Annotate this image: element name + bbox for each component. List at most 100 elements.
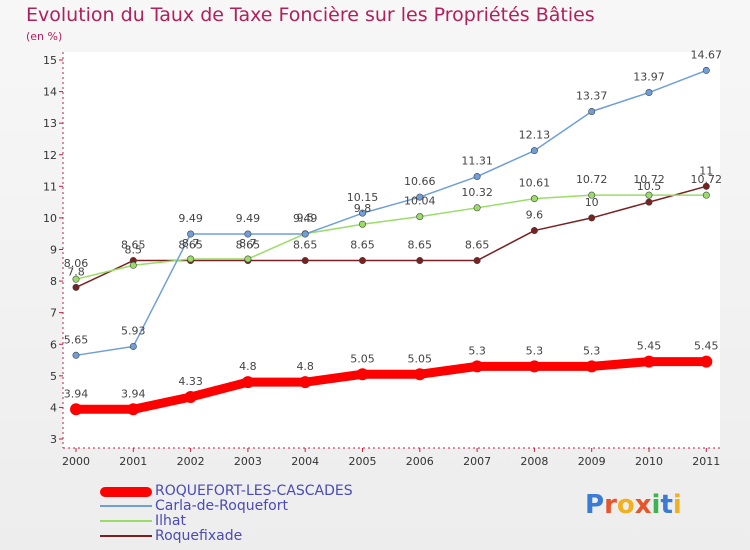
- legend-swatch: [100, 505, 152, 507]
- data-point: [588, 191, 596, 199]
- data-point: [358, 209, 366, 217]
- data-label: 8.65: [121, 239, 146, 252]
- data-label: 8.06: [64, 257, 89, 270]
- legend-label: Roquefixade: [155, 528, 243, 544]
- data-point: [184, 390, 197, 403]
- data-label: 8.65: [293, 239, 318, 252]
- data-label: 3.94: [64, 387, 89, 400]
- x-tick-label: 2002: [177, 455, 205, 468]
- data-label: 14.67: [691, 48, 723, 61]
- data-label: 7.8: [67, 265, 85, 278]
- data-point: [356, 368, 369, 381]
- data-label: 10.66: [404, 175, 436, 188]
- data-label: 13.97: [633, 71, 665, 84]
- data-point: [416, 193, 424, 201]
- x-tick-label: 2011: [692, 455, 720, 468]
- data-point: [413, 368, 426, 381]
- y-tick-label: 5: [50, 370, 57, 383]
- data-label: 8.5: [125, 243, 143, 256]
- data-label: 9.49: [236, 212, 261, 225]
- data-label: 8.7: [182, 237, 200, 250]
- y-tick-label: 13: [43, 117, 57, 130]
- data-label: 5.3: [583, 344, 601, 357]
- data-label: 10.61: [519, 177, 551, 190]
- data-point: [588, 214, 596, 222]
- data-point: [70, 403, 82, 416]
- data-label: 8.65: [465, 239, 490, 252]
- data-label: 10.72: [576, 173, 608, 186]
- data-point: [299, 376, 312, 389]
- data-point: [473, 204, 481, 212]
- legend-swatch: [100, 535, 152, 537]
- data-point: [645, 198, 653, 206]
- y-tick-label: 10: [43, 212, 57, 225]
- data-point: [645, 89, 653, 97]
- data-point: [585, 360, 598, 373]
- data-label: 5.05: [408, 352, 433, 365]
- data-point: [416, 257, 424, 265]
- data-label: 12.13: [519, 129, 551, 142]
- y-tick-label: 9: [50, 244, 57, 257]
- data-label: 5.3: [468, 344, 486, 357]
- series-line: [75, 69, 708, 357]
- data-label: 5.93: [121, 324, 146, 337]
- data-point: [358, 257, 366, 265]
- data-label: 8.7: [239, 237, 257, 250]
- data-point: [702, 191, 710, 199]
- data-label: 8.65: [350, 239, 375, 252]
- y-tick-label: 4: [50, 401, 57, 414]
- data-point: [702, 66, 710, 74]
- data-label: 11.31: [461, 155, 493, 168]
- data-point: [473, 173, 481, 181]
- data-label: 5.65: [64, 333, 89, 346]
- data-label: 8.65: [236, 239, 261, 252]
- data-point: [702, 182, 710, 190]
- data-point: [471, 360, 484, 373]
- x-tick-label: 2001: [119, 455, 147, 468]
- data-point: [358, 220, 366, 228]
- y-tick-label: 15: [43, 54, 57, 67]
- y-tick-label: 3: [50, 433, 57, 446]
- y-tick-label: 12: [43, 149, 57, 162]
- data-label: 8.65: [178, 239, 203, 252]
- data-label: 9.8: [354, 202, 372, 215]
- x-tick-label: 2010: [635, 455, 663, 468]
- legend-label: Ilhat: [155, 513, 186, 529]
- data-label: 10.72: [691, 173, 723, 186]
- data-point: [473, 257, 481, 265]
- data-label: 10.5: [637, 180, 662, 193]
- data-label: 10.72: [633, 173, 665, 186]
- data-point: [187, 255, 195, 263]
- data-point: [416, 213, 424, 221]
- data-point: [528, 360, 541, 373]
- legend-label: ROQUEFORT-LES-CASCADES: [155, 483, 353, 499]
- data-point: [72, 283, 80, 291]
- x-tick-label: 2007: [463, 455, 491, 468]
- data-label: 5.45: [637, 340, 662, 353]
- legend-label: Carla-de-Roquefort: [155, 498, 288, 514]
- chart-title: Evolution du Taux de Taxe Foncière sur l…: [26, 4, 595, 26]
- data-label: 11: [699, 164, 713, 177]
- data-point: [301, 257, 309, 265]
- data-point: [530, 227, 538, 235]
- data-label: 8.65: [408, 239, 433, 252]
- data-label: 4.8: [296, 360, 314, 373]
- chart-unit-label: (en %): [26, 30, 63, 43]
- data-label: 10.32: [461, 186, 493, 199]
- data-point: [244, 255, 252, 263]
- data-point: [643, 355, 655, 368]
- series-line: [75, 194, 708, 280]
- data-label: 4.8: [239, 360, 257, 373]
- x-tick-label: 2004: [291, 455, 319, 468]
- data-label: 9.49: [178, 212, 203, 225]
- data-point: [187, 230, 195, 238]
- data-label: 3.94: [121, 387, 146, 400]
- data-label: 5.05: [350, 352, 375, 365]
- data-label: 9.5: [296, 212, 314, 225]
- series-line: [71, 357, 711, 414]
- data-point: [645, 191, 653, 199]
- x-tick-label: 2005: [349, 455, 377, 468]
- y-tick-label: 6: [50, 338, 57, 351]
- data-point: [129, 342, 137, 350]
